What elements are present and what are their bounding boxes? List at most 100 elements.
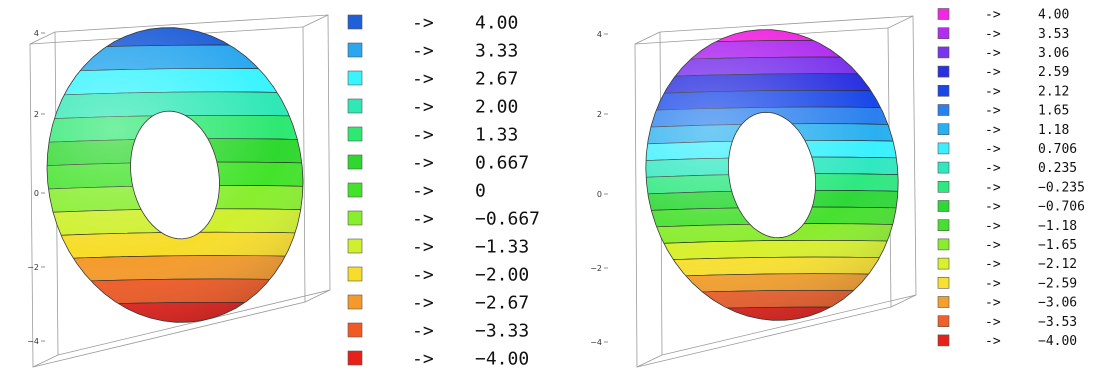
- legend-value: −3.06: [1038, 296, 1077, 311]
- legend-value: 4.00: [475, 12, 518, 33]
- legend-value: −1.65: [1038, 238, 1077, 253]
- legend-value: −0.706: [1038, 200, 1085, 215]
- legend-value: −2.12: [1038, 257, 1077, 272]
- legend-swatch: [937, 238, 950, 251]
- legend-arrow: ->: [412, 348, 434, 369]
- legend-value: −3.33: [475, 320, 529, 341]
- legend-item: -> 2.59: [937, 65, 1069, 80]
- axis-tick-label: 4: [597, 30, 602, 39]
- legend-value: 3.06: [1038, 46, 1069, 61]
- legend-item: -> 0.706: [937, 142, 1077, 157]
- right-torus-outline: [645, 29, 899, 321]
- legend-item: -> −0.235: [937, 180, 1085, 195]
- legend-swatch: [347, 70, 363, 86]
- legend-arrow: ->: [412, 12, 434, 33]
- axis-tick-label: −2: [590, 264, 602, 273]
- legend-item: -> −0.667: [347, 208, 540, 229]
- left-torus-surface: [47, 27, 303, 323]
- legend-swatch: [347, 154, 363, 170]
- contour-band: [645, 173, 899, 198]
- right-legend: -> 4.00 -> 3.53 -> 3.06 -> 2.59 -> 2.12 -> 1.65 -> 1.…: [937, 8, 1085, 349]
- legend-item: -> −1.65: [937, 238, 1077, 253]
- legend-item: -> 0.667: [347, 152, 529, 173]
- legend-value: −2.67: [475, 292, 529, 313]
- legend-swatch: [347, 238, 363, 254]
- legend-item: -> 0.235: [937, 161, 1077, 176]
- legend-arrow: ->: [412, 292, 434, 313]
- legend-arrow: ->: [412, 264, 434, 285]
- legend-value: 0: [475, 180, 486, 201]
- legend-arrow: ->: [412, 320, 434, 341]
- contour-band: [645, 123, 899, 148]
- legend-arrow: ->: [985, 334, 1001, 349]
- legend-item: -> −2.59: [937, 276, 1077, 291]
- legend-item: -> 1.65: [937, 104, 1069, 119]
- legend-swatch: [937, 46, 950, 59]
- legend-swatch: [937, 181, 950, 193]
- legend-arrow: ->: [412, 208, 434, 229]
- axis-tick-label: −4: [27, 337, 39, 346]
- axis-tick-label: 0: [34, 189, 39, 198]
- legend-item: -> 1.18: [937, 123, 1069, 138]
- legend-item: -> −1.33: [347, 236, 529, 257]
- legend-arrow: ->: [985, 315, 1001, 330]
- legend-swatch: [937, 161, 950, 174]
- legend-arrow: ->: [985, 27, 1001, 42]
- legend-swatch: [937, 219, 950, 231]
- left-torus-outline: [46, 27, 304, 323]
- left-plot-box: [29, 14, 331, 368]
- legend-item: -> −2.00: [347, 264, 529, 285]
- legend-value: 3.53: [1038, 27, 1069, 42]
- torus-plot-left-svg: 4 2 0 −2 −4 -> 4.00 -> 3.33 -> 2.67 -> 2.00 -> 1.33 -> 0…: [27, 12, 540, 369]
- legend-arrow: ->: [985, 142, 1001, 157]
- legend-item: -> −0.706: [937, 200, 1085, 215]
- legend-item: -> −3.33: [347, 320, 529, 341]
- legend-swatch: [347, 266, 363, 282]
- left-legend: -> 4.00 -> 3.33 -> 2.67 -> 2.00 -> 1.33 -> 0.667 -> 0…: [347, 12, 540, 369]
- torus-plot-left: 4 2 0 −2 −4 -> 4.00 -> 3.33 -> 2.67 -> 2.00 -> 1.33 -> 0…: [27, 12, 540, 369]
- legend-item: -> 3.53: [937, 27, 1069, 42]
- legend-item: -> 1.33: [347, 124, 518, 145]
- legend-item: -> −3.53: [937, 315, 1077, 330]
- legend-value: 0.706: [1038, 142, 1077, 157]
- legend-item: -> 2.67: [347, 68, 518, 89]
- legend-item: -> −4.00: [347, 348, 529, 369]
- legend-arrow: ->: [412, 68, 434, 89]
- legend-arrow: ->: [985, 8, 1001, 23]
- legend-arrow: ->: [985, 238, 1001, 253]
- legend-arrow: ->: [985, 84, 1001, 99]
- torus-plot-right-svg: 4 2 0 −2 −4 -> 4.00 -> 3.53 -> 3.06 -> 2.59 -> 2.12 -> 1…: [590, 8, 1085, 368]
- legend-value: 2.59: [1038, 65, 1069, 80]
- legend-swatch: [937, 315, 950, 328]
- legend-swatch: [937, 200, 950, 212]
- legend-arrow: ->: [985, 219, 1001, 234]
- legend-arrow: ->: [412, 96, 434, 117]
- contour-band: [645, 140, 899, 165]
- legend-swatch: [937, 85, 950, 97]
- legend-item: -> 2.00: [347, 96, 518, 117]
- legend-swatch: [347, 182, 363, 198]
- contour-band: [645, 190, 899, 215]
- legend-value: 0.235: [1038, 161, 1077, 176]
- legend-value: 1.18: [1038, 123, 1069, 138]
- legend-arrow: ->: [985, 65, 1001, 80]
- legend-value: −0.667: [475, 208, 540, 229]
- legend-value: 0.667: [475, 152, 529, 173]
- legend-swatch: [347, 42, 363, 58]
- legend-arrow: ->: [412, 236, 434, 257]
- surface-shading: [47, 27, 303, 323]
- legend-swatch: [937, 104, 950, 116]
- right-axis-ticks: 4 2 0 −2 −4: [590, 30, 608, 347]
- legend-item: -> 3.33: [347, 40, 518, 61]
- legend-item: -> −2.67: [347, 292, 529, 313]
- legend-value: −3.53: [1038, 315, 1077, 330]
- axis-tick-label: −2: [27, 263, 39, 272]
- legend-arrow: ->: [985, 257, 1001, 272]
- legend-value: −2.00: [475, 264, 529, 285]
- legend-value: −0.235: [1038, 180, 1085, 195]
- legend-swatch: [937, 296, 950, 308]
- legend-value: 2.67: [475, 68, 518, 89]
- contour-band: [645, 156, 899, 182]
- legend-value: 2.00: [475, 96, 518, 117]
- legend-arrow: ->: [412, 124, 434, 145]
